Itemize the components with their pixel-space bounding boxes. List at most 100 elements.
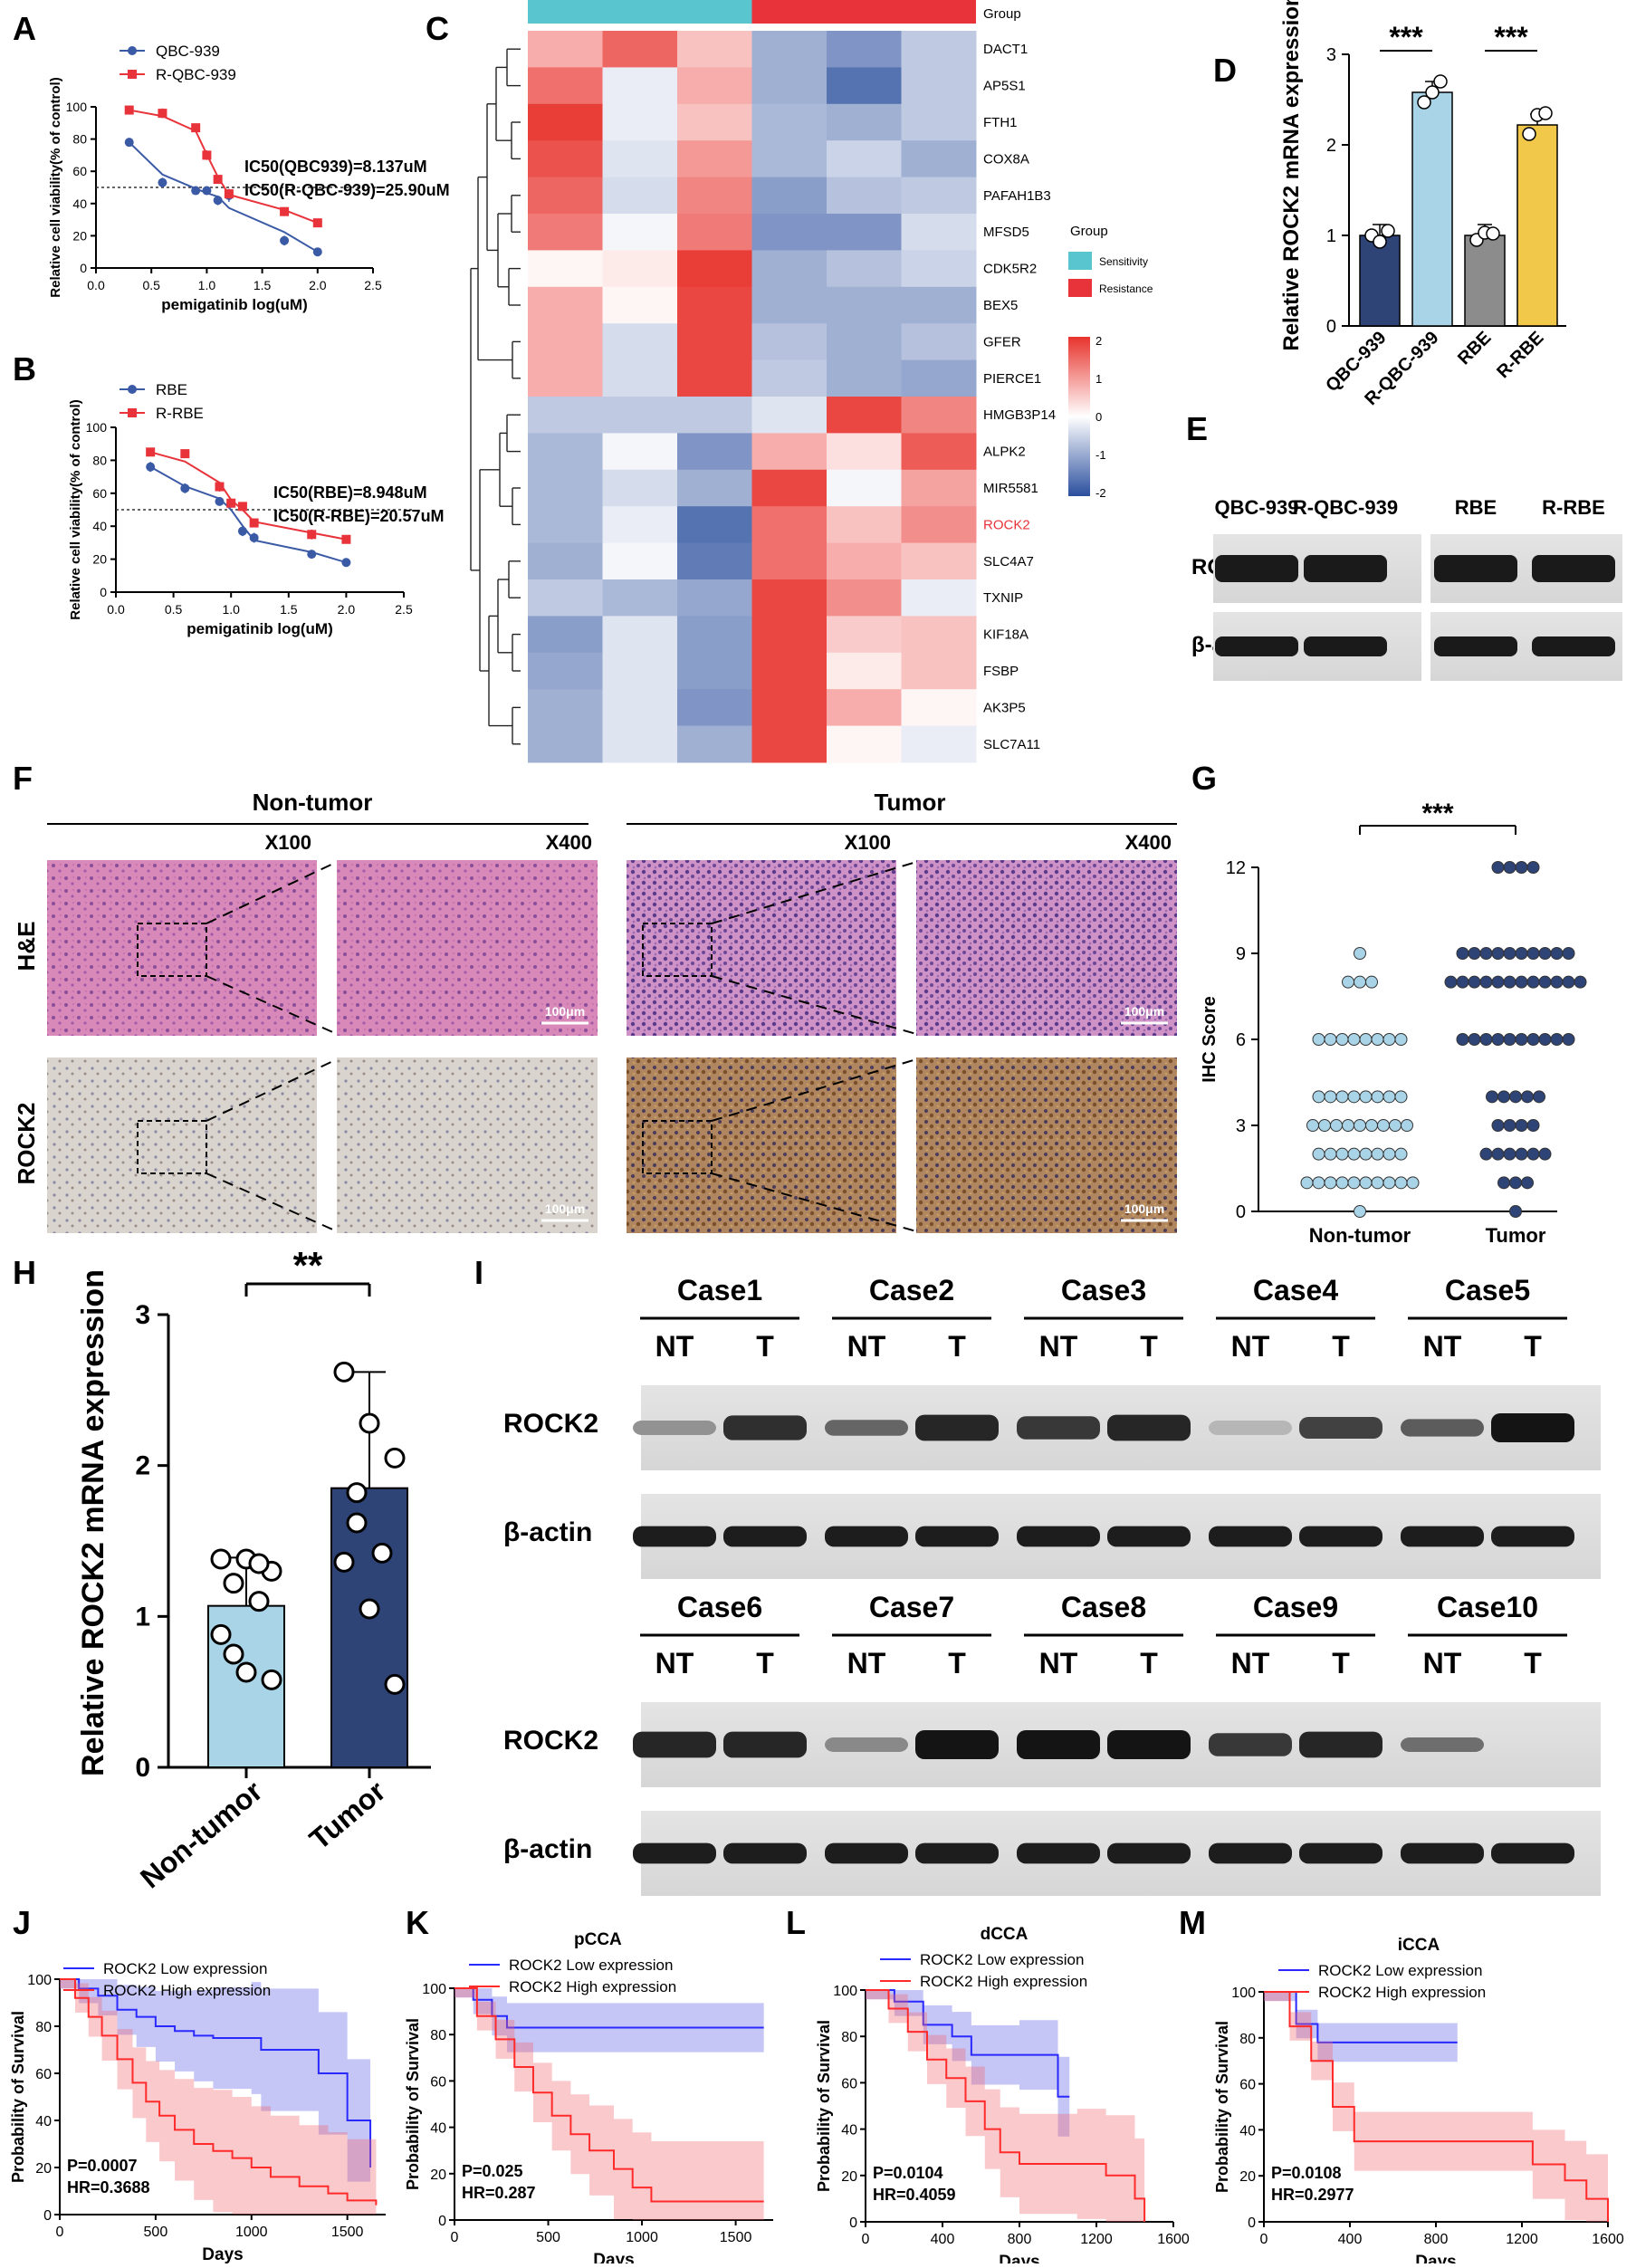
- magnification-label: X400: [546, 831, 592, 854]
- y-axis-label: Relative ROCK2 mRNA expression: [76, 1269, 110, 1776]
- heatmap-cell: [827, 67, 902, 105]
- heatmap-cell: [528, 214, 603, 251]
- data-point: [191, 123, 201, 133]
- data-point: [124, 138, 134, 148]
- heatmap-cell: [751, 140, 828, 178]
- heatmap-cell: [528, 397, 603, 434]
- blot-band: [1209, 1842, 1292, 1864]
- y-tick-label: 0: [1248, 2215, 1256, 2231]
- heatmap-cell: [901, 616, 977, 654]
- gene-label-MFSD5: MFSD5: [983, 225, 1029, 240]
- heatmap-cell: [901, 214, 977, 251]
- data-point: [1342, 975, 1354, 989]
- scale-bar-label: 100μm: [1124, 1201, 1164, 1216]
- legend-marker: [128, 70, 137, 79]
- lane-label: T: [948, 1330, 966, 1363]
- data-point: [248, 1591, 270, 1612]
- heatmap-cell: [901, 323, 977, 361]
- heatmap-cell: [677, 31, 752, 68]
- case-label: Case4: [1253, 1274, 1339, 1306]
- y-tick-label: 0: [135, 1753, 150, 1783]
- heatmap-cell: [751, 359, 828, 397]
- x-axis-label: Days: [999, 2253, 1039, 2263]
- stat-label: P=0.0108: [1271, 2164, 1342, 2182]
- blot-band: [1299, 1417, 1382, 1439]
- blot-band: [915, 1842, 999, 1864]
- group-legend-label: Resistance: [1099, 282, 1153, 295]
- heatmap-cell: [602, 103, 678, 141]
- panel-label-m: M: [1179, 1904, 1206, 1941]
- gene-label-FTH1: FTH1: [983, 115, 1018, 130]
- heatmap-cell: [528, 359, 603, 397]
- data-point: [1359, 1033, 1373, 1046]
- heatmap-cell: [901, 433, 977, 471]
- heatmap-cell: [528, 103, 603, 141]
- lane-label: NT: [655, 1330, 694, 1363]
- lane-label: T: [1332, 1647, 1350, 1679]
- y-tick-label: 60: [35, 2067, 52, 2082]
- survival-curve-high: [454, 1987, 764, 2203]
- group-title: Non-tumor: [253, 789, 373, 816]
- heatmap-cell: [602, 579, 678, 617]
- data-point: [1417, 95, 1431, 110]
- y-tick-label: 40: [92, 519, 107, 533]
- data-point: [1318, 1119, 1331, 1132]
- heatmap-cell: [602, 725, 678, 763]
- y-tick-label: 40: [430, 2121, 446, 2137]
- bar-QBC-939: [1359, 234, 1401, 327]
- data-point: [1491, 1033, 1505, 1046]
- x-axis-label: Days: [202, 2245, 243, 2263]
- lane-label: T: [756, 1647, 774, 1679]
- gene-label-GFER: GFER: [983, 334, 1021, 349]
- data-point: [1479, 947, 1493, 960]
- x-tick-label: Non-tumor: [134, 1775, 268, 1895]
- lane-label: NT: [1039, 1330, 1078, 1363]
- data-point: [1335, 1090, 1349, 1104]
- km-curve-dcca: 0 20 40 60 80 100 0 400 800 1200 1600 Days Probabili…: [815, 1925, 1190, 2268]
- y-tick-label: 9: [1236, 944, 1246, 964]
- data-point: [1347, 1147, 1361, 1161]
- y-axis-label: Probability of Survival: [9, 2011, 27, 2183]
- data-point: [1425, 85, 1440, 100]
- data-point: [341, 558, 351, 568]
- blot-band: [1299, 1731, 1382, 1758]
- color-scale-label: 2: [1095, 334, 1102, 348]
- gene-label-COX8A: COX8A: [983, 151, 1029, 167]
- y-axis-label: Probability of Survival: [815, 2020, 833, 2192]
- heatmap-cell: [602, 689, 678, 727]
- legend-marker: [128, 385, 137, 394]
- data-point: [346, 1512, 368, 1534]
- gene-label-PAFAH1B3: PAFAH1B3: [983, 188, 1051, 204]
- fit-curve-R-RBE: [149, 451, 347, 541]
- data-point: [1406, 1176, 1420, 1190]
- micrograph: [916, 860, 1177, 1036]
- heatmap-cell: [677, 67, 752, 105]
- blot-band: [915, 1526, 999, 1547]
- data-point: [1468, 947, 1481, 960]
- blot-band: [633, 1526, 716, 1547]
- data-point: [1550, 947, 1564, 960]
- y-tick-label: 20: [430, 2168, 446, 2183]
- lane-label: NT: [655, 1647, 694, 1679]
- heatmap-cell: [751, 323, 828, 361]
- data-point: [1373, 234, 1387, 249]
- blot-band: [723, 1415, 807, 1440]
- data-point: [1312, 1090, 1325, 1104]
- x-tick-label: RBE: [1454, 328, 1495, 368]
- data-point: [1354, 975, 1366, 989]
- heatmap-cell: [751, 67, 828, 105]
- y-tick-label: 0: [1326, 317, 1336, 337]
- legend-label: ROCK2 Low expression: [509, 1957, 673, 1974]
- x-tick-label: 0: [1260, 2232, 1268, 2247]
- y-tick-label: 100: [833, 1984, 857, 1999]
- x-tick-label: 0.5: [142, 278, 160, 292]
- ic50-annotation: IC50(R-RBE)=20.57uM: [273, 507, 445, 525]
- y-axis-label: Probability of Survival: [404, 2018, 422, 2190]
- legend-label: ROCK2 Low expression: [920, 1951, 1084, 1968]
- zoom-box: [137, 1120, 207, 1174]
- y-tick-label: 20: [35, 2161, 52, 2177]
- blot-band: [1209, 1421, 1292, 1435]
- y-tick-label: 1: [1326, 226, 1336, 246]
- legend-marker: [128, 46, 137, 55]
